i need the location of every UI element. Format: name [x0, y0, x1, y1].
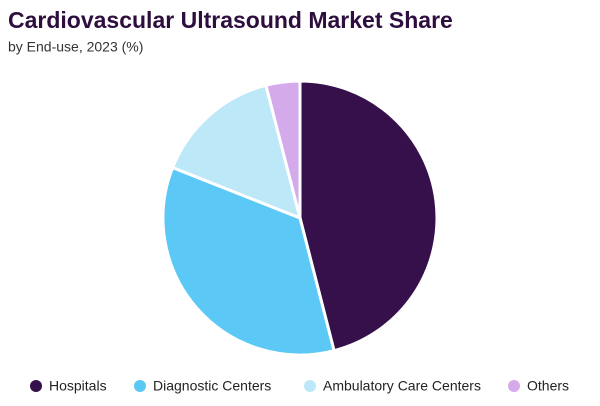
legend-label: Diagnostic Centers	[153, 378, 271, 394]
legend-label: Ambulatory Care Centers	[323, 378, 481, 394]
legend-marker	[30, 380, 42, 392]
pie-slice	[161, 165, 336, 357]
legend-label: Others	[527, 378, 569, 394]
pie-slice	[264, 79, 302, 219]
legend-label: Hospitals	[49, 378, 107, 394]
chart-title: Cardiovascular Ultrasound Market Share	[8, 7, 453, 33]
chart-subtitle: by End-use, 2023 (%)	[8, 39, 143, 55]
legend-marker	[304, 380, 316, 392]
legend-marker	[134, 380, 146, 392]
pie-slice	[170, 83, 303, 221]
pie-slice	[298, 79, 439, 353]
legend-marker	[508, 380, 520, 392]
